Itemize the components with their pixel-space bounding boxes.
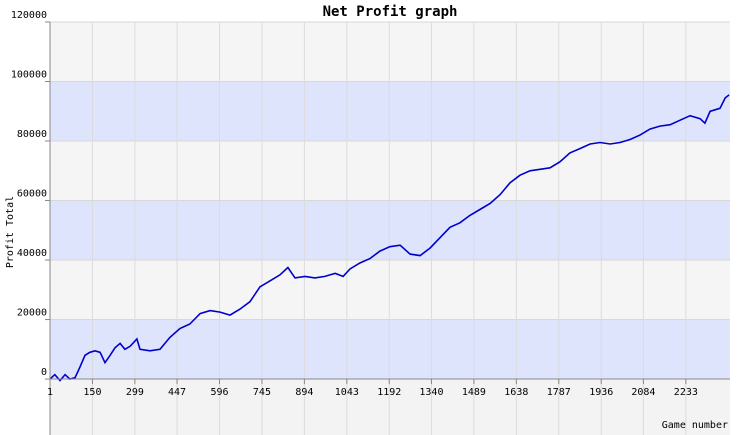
y-tick-label: 60000 bbox=[17, 189, 47, 200]
x-tick-label: 447 bbox=[168, 387, 186, 398]
y-tick-label: 40000 bbox=[17, 248, 47, 259]
x-tick-label: 150 bbox=[83, 387, 101, 398]
band bbox=[50, 319, 730, 380]
y-tick-label: 0 bbox=[41, 367, 47, 378]
bands bbox=[50, 22, 730, 380]
marks bbox=[49, 94, 730, 382]
band bbox=[50, 200, 730, 261]
line bbox=[49, 94, 730, 382]
chart-title: Net Profit graph bbox=[323, 4, 458, 20]
x-tick-label: 1192 bbox=[377, 387, 401, 398]
x-tick-label: 1638 bbox=[504, 387, 528, 398]
x-tick-label: 596 bbox=[210, 387, 228, 398]
x-tick-label: 2233 bbox=[674, 387, 698, 398]
y-tick-label: 20000 bbox=[17, 308, 47, 319]
y-tick-label: 120000 bbox=[11, 10, 47, 21]
x-tick-label: 299 bbox=[126, 387, 144, 398]
x-tick-label: 1936 bbox=[589, 387, 613, 398]
x-axis-label: Game number bbox=[662, 420, 728, 431]
x-tick-label: 1043 bbox=[335, 387, 359, 398]
x-tick-label: 2084 bbox=[631, 387, 655, 398]
y-axis-label: Profit Total bbox=[5, 196, 16, 268]
x-tick-label: 1340 bbox=[419, 387, 443, 398]
band bbox=[50, 81, 730, 142]
x-tick-label: 745 bbox=[253, 387, 271, 398]
band bbox=[50, 141, 730, 201]
x-tick-label: 1787 bbox=[547, 387, 571, 398]
band bbox=[50, 260, 730, 320]
x-tick-label: 1 bbox=[47, 387, 53, 398]
y-tick-label: 80000 bbox=[17, 129, 47, 140]
x-tick-label: 1489 bbox=[462, 387, 486, 398]
band bbox=[50, 22, 730, 82]
y-tick-label: 100000 bbox=[11, 70, 47, 81]
x-tick-label: 894 bbox=[295, 387, 313, 398]
